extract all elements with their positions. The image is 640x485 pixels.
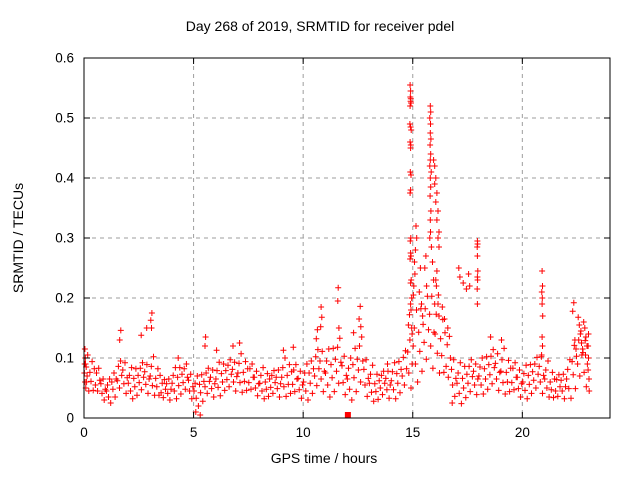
y-tick-label: 0.2 <box>55 291 74 306</box>
data-points <box>81 82 593 418</box>
y-axis-title: SRMTID / TECUs <box>10 183 26 293</box>
y-tick-label: 0.5 <box>55 111 74 126</box>
x-tick-label: 10 <box>296 425 311 440</box>
plus-markers <box>81 82 593 418</box>
tick-labels: 0 5 10 15 20 0 0.1 0.2 0.3 0.4 0.5 0.6 <box>55 51 530 441</box>
y-tick-label: 0.6 <box>55 51 74 66</box>
x-tick-label: 15 <box>405 425 420 440</box>
y-tick-label: 0.4 <box>55 171 74 186</box>
y-tick-label: 0.3 <box>55 231 74 246</box>
plot-title: Day 268 of 2019, SRMTID for receiver pde… <box>186 18 454 34</box>
x-axis-title: GPS time / hours <box>271 450 378 466</box>
grid-lines <box>84 58 610 418</box>
x-tick-label: 0 <box>80 425 88 440</box>
y-tick-label: 0 <box>66 411 74 426</box>
y-tick-label: 0.1 <box>55 351 74 366</box>
x-tick-label: 20 <box>515 425 530 440</box>
axis-ticks <box>83 57 610 419</box>
x-tick-label: 5 <box>190 425 198 440</box>
plot-border <box>83 57 611 419</box>
square-marker <box>344 412 351 418</box>
